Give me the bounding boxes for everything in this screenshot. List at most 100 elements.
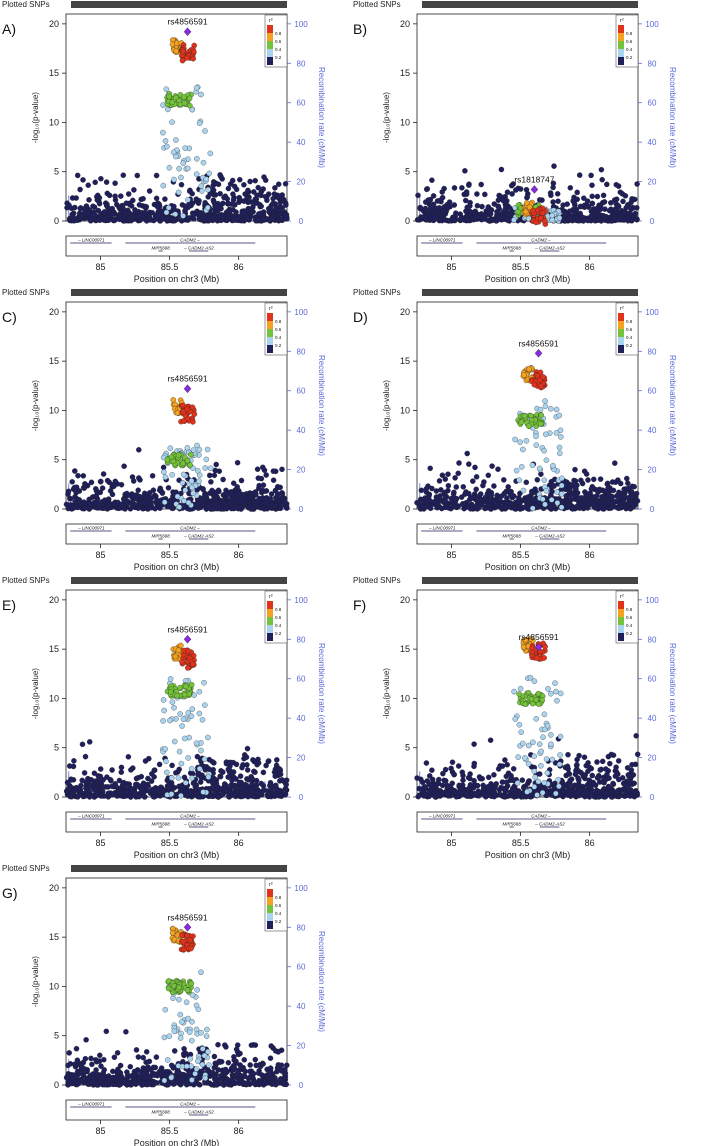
snp-point xyxy=(529,700,536,707)
snp-point xyxy=(564,763,571,770)
plotted-snps-label: Plotted SNPs xyxy=(2,864,50,873)
snp-point xyxy=(530,739,536,746)
snp-point xyxy=(95,207,102,214)
recomb-tick-label: 60 xyxy=(648,387,657,396)
snp-point xyxy=(93,499,100,505)
gene-label: ←CADM2-AS2 xyxy=(183,1110,214,1115)
snp-point xyxy=(205,204,211,211)
snp-point xyxy=(190,447,197,453)
gene-track-frame xyxy=(65,235,288,257)
snp-point xyxy=(272,185,278,191)
snp-point xyxy=(452,475,458,481)
gene-label: ←LINC00971 xyxy=(428,238,456,243)
snp-point xyxy=(456,460,462,466)
snp-point xyxy=(528,696,535,702)
snp-point xyxy=(263,762,269,769)
snp-point xyxy=(605,485,611,492)
snp-point xyxy=(502,792,508,798)
snp-point xyxy=(198,747,204,754)
snp-point xyxy=(419,504,426,510)
snp-point xyxy=(471,741,477,747)
snp-point xyxy=(447,783,453,790)
snp-point xyxy=(195,200,202,206)
snp-point xyxy=(515,208,521,215)
snp-point xyxy=(175,189,182,196)
snp-point xyxy=(543,457,550,463)
y-tick-label: 0 xyxy=(405,792,410,802)
snp-point xyxy=(186,691,192,697)
locuszoom-panel-c: C)Plotted SNPs05101520-log₁₀(p-value)020… xyxy=(2,288,326,572)
snp-point xyxy=(614,788,621,795)
snp-point xyxy=(545,686,551,692)
snp-point xyxy=(518,729,524,735)
snp-point xyxy=(241,218,247,224)
snp-point xyxy=(122,785,128,791)
plotted-snps-label: Plotted SNPs xyxy=(2,288,50,297)
ld-legend-title: r² xyxy=(269,594,273,600)
snp-point xyxy=(131,187,137,193)
snp-point xyxy=(190,55,196,62)
ld-legend-title: r² xyxy=(620,18,624,24)
snp-point xyxy=(596,794,602,800)
snp-point xyxy=(183,780,189,786)
snp-point xyxy=(442,778,449,784)
snp-point xyxy=(86,197,92,203)
snp-point xyxy=(233,497,239,503)
snp-point xyxy=(446,199,453,205)
snp-point xyxy=(574,756,580,763)
y-tick-label: 15 xyxy=(49,68,59,78)
snp-point xyxy=(282,791,289,797)
snp-point xyxy=(577,203,584,210)
snp-point xyxy=(622,193,629,199)
snp-point xyxy=(177,711,183,717)
snp-point xyxy=(559,475,565,482)
snp-point xyxy=(433,205,439,212)
snp-point xyxy=(612,460,618,466)
ld-legend-swatch xyxy=(267,321,273,329)
snp-point xyxy=(163,86,170,92)
snp-point xyxy=(423,217,429,223)
snp-point xyxy=(230,191,236,197)
snp-point xyxy=(455,763,462,769)
snp-point xyxy=(88,479,95,486)
snp-point xyxy=(96,195,103,201)
snp-point xyxy=(590,494,597,500)
snp-point xyxy=(497,763,503,769)
snp-point xyxy=(166,93,172,100)
y-tick-label: 5 xyxy=(54,167,59,177)
gene-label: ←LINC00971 xyxy=(428,526,456,531)
snp-point xyxy=(284,505,290,511)
snp-point xyxy=(122,209,128,216)
snp-point xyxy=(175,775,182,781)
snp-point xyxy=(513,187,519,193)
snp-point xyxy=(600,216,607,223)
snp-point xyxy=(149,494,155,501)
snp-point xyxy=(605,753,612,760)
snp-point xyxy=(248,787,255,793)
snp-point xyxy=(137,494,144,500)
snp-point xyxy=(118,769,125,775)
y-axis-label: -log₁₀(p-value) xyxy=(31,92,40,143)
snp-point xyxy=(71,758,77,764)
snp-point xyxy=(541,779,548,786)
snp-point xyxy=(280,499,287,505)
snp-point xyxy=(623,204,629,211)
snp-point xyxy=(181,94,187,100)
snp-point xyxy=(217,172,223,178)
snp-point xyxy=(608,493,615,500)
snp-point xyxy=(260,769,267,776)
snp-point xyxy=(102,497,108,503)
ld-legend-tick: 0.2 xyxy=(626,55,633,60)
snp-point xyxy=(539,210,546,216)
snp-point xyxy=(245,206,252,212)
snp-point xyxy=(189,661,196,667)
snp-point xyxy=(605,783,612,790)
snp-point xyxy=(529,488,535,495)
snp-point xyxy=(121,218,128,224)
snp-point xyxy=(415,192,421,199)
snp-point xyxy=(236,490,243,496)
snp-point xyxy=(631,196,638,203)
gene-label: CADM2→ xyxy=(531,526,551,531)
snp-point xyxy=(610,487,617,494)
snp-point xyxy=(180,213,186,219)
